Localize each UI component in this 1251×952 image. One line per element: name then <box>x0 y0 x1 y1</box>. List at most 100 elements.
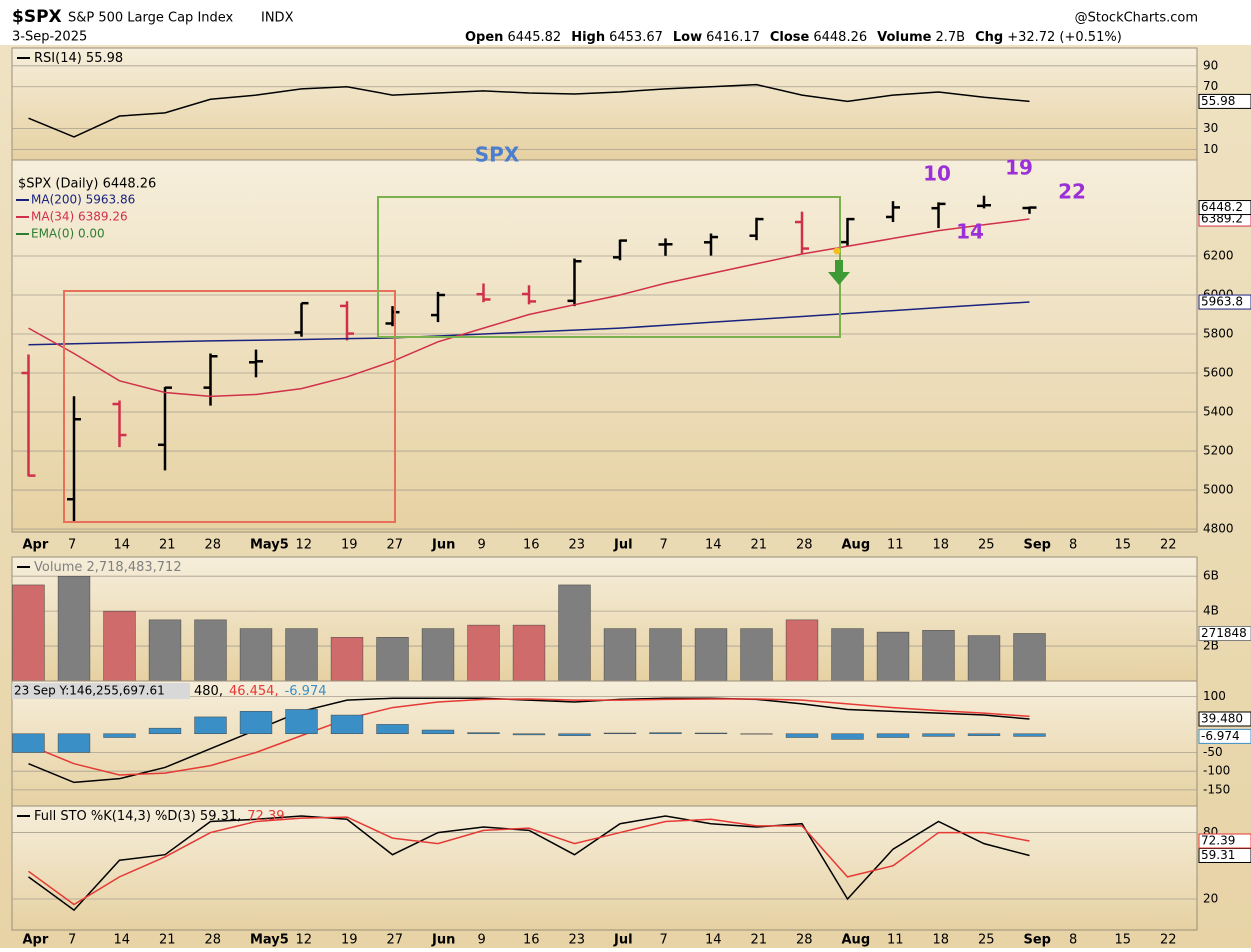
y-tick-label: -150 <box>1203 782 1230 796</box>
legend: Full STO %K(14,3) %D(3) 59.31,72.39 <box>34 809 285 824</box>
bar <box>559 734 591 736</box>
legend: EMA(0) 0.00 <box>31 227 105 241</box>
x-tick-label: 21 <box>751 933 768 948</box>
x-tick-label: Jun <box>431 538 455 553</box>
x-tick-label: 7 <box>660 538 668 553</box>
x-tick-label: 25 <box>978 538 995 553</box>
bar <box>195 620 227 681</box>
legend: 480,46.454,-6.974 <box>194 684 327 699</box>
bar <box>832 734 864 740</box>
bar <box>149 620 181 681</box>
last-value-label: 5963.8 <box>1201 295 1243 309</box>
last-value-label: 59.31 <box>1201 848 1235 862</box>
last-value-label: 39.480 <box>1201 711 1243 725</box>
bar <box>650 733 682 734</box>
x-tick-label: 28 <box>796 538 813 553</box>
bar <box>741 629 773 681</box>
bar <box>468 733 500 734</box>
bar <box>104 734 136 738</box>
x-tick-label: 16 <box>523 933 540 948</box>
last-value-label: 271848 <box>1201 626 1247 640</box>
x-tick-label: 27 <box>387 933 404 948</box>
bar <box>13 585 45 681</box>
annotation: 22 <box>1058 180 1086 204</box>
x-tick-label: 9 <box>478 538 486 553</box>
legend: RSI(14) 55.98 <box>34 51 123 66</box>
x-tick-label: 23 <box>569 538 586 553</box>
annotation: 10 <box>923 162 951 186</box>
bar <box>604 733 636 734</box>
x-tick-label: Aug <box>842 538 871 553</box>
legend: $SPX (Daily) 6448.26 <box>18 177 156 192</box>
x-tick-label: 15 <box>1115 933 1132 948</box>
x-tick-label: 7 <box>660 933 668 948</box>
x-tick-label: 27 <box>387 538 404 553</box>
x-tick-label: 14 <box>114 538 131 553</box>
y-tick-label: 5600 <box>1203 366 1234 380</box>
y-tick-label: -100 <box>1203 764 1230 778</box>
index-name: S&P 500 Large Cap Index <box>68 11 234 26</box>
x-tick-label: 11 <box>887 933 904 948</box>
quote-value: +32.72 (+0.51%) <box>1007 30 1122 45</box>
bar <box>650 629 682 681</box>
x-tick-label: 11 <box>887 538 904 553</box>
x-tick-label: 19 <box>341 933 358 948</box>
date: 3-Sep-2025 <box>12 30 87 45</box>
quote-value: 6453.67 <box>609 30 663 45</box>
legend: Volume 2,718,483,712 <box>34 560 182 575</box>
legend: RSI(14) 55.98 <box>34 51 123 66</box>
quote-label: Open <box>465 30 503 45</box>
bar <box>286 629 318 681</box>
quote-label: Chg <box>975 30 1003 45</box>
x-tick-label: 21 <box>751 538 768 553</box>
bar <box>968 734 1000 736</box>
bar <box>604 629 636 681</box>
legend: 480, <box>194 684 223 699</box>
bar <box>377 637 409 681</box>
bar <box>422 629 454 681</box>
bar <box>968 636 1000 681</box>
y-tick-label: 5000 <box>1203 483 1234 497</box>
bar <box>422 730 454 734</box>
bar <box>331 637 363 681</box>
quote-value: 2.7B <box>935 30 965 45</box>
symbol: $SPX <box>12 7 62 27</box>
quote-label: High <box>571 30 605 45</box>
bar <box>695 629 727 681</box>
bar <box>331 715 363 734</box>
quote-value: 6448.26 <box>813 30 867 45</box>
x-tick-label: Apr <box>23 933 49 948</box>
last-value-label: 55.98 <box>1201 94 1235 108</box>
bar <box>513 734 545 735</box>
bar <box>468 625 500 681</box>
y-tick-label: 6B <box>1203 569 1219 583</box>
y-tick-label: -50 <box>1203 745 1223 759</box>
legend: MA(34) 6389.26 <box>31 210 128 224</box>
y-tick-label: 6200 <box>1203 248 1234 262</box>
bar <box>286 709 318 733</box>
bar <box>240 711 272 733</box>
bar <box>377 724 409 733</box>
legend: Volume 2,718,483,712 <box>34 560 182 575</box>
exchange: INDX <box>261 11 294 26</box>
bar <box>786 734 818 738</box>
legend: 72.39 <box>247 809 284 824</box>
x-tick-label: 25 <box>978 933 995 948</box>
bar <box>240 629 272 681</box>
panel <box>12 160 1197 532</box>
quote-value: 6416.17 <box>706 30 760 45</box>
last-value-label: -6.974 <box>1201 729 1240 743</box>
x-tick-label: 16 <box>523 538 540 553</box>
x-tick-label: 22 <box>1160 933 1177 948</box>
x-tick-label: 18 <box>933 538 950 553</box>
x-tick-label: Sep <box>1024 933 1052 948</box>
bar <box>1014 633 1046 681</box>
bar <box>877 734 909 738</box>
x-tick-label: Apr <box>23 538 49 553</box>
tooltip: 23 Sep Y:146,255,697.61 <box>14 684 165 698</box>
quote-label: Close <box>770 30 810 45</box>
bar <box>1014 734 1046 737</box>
x-tick-label: 28 <box>205 933 222 948</box>
y-tick-label: 10 <box>1203 142 1218 156</box>
